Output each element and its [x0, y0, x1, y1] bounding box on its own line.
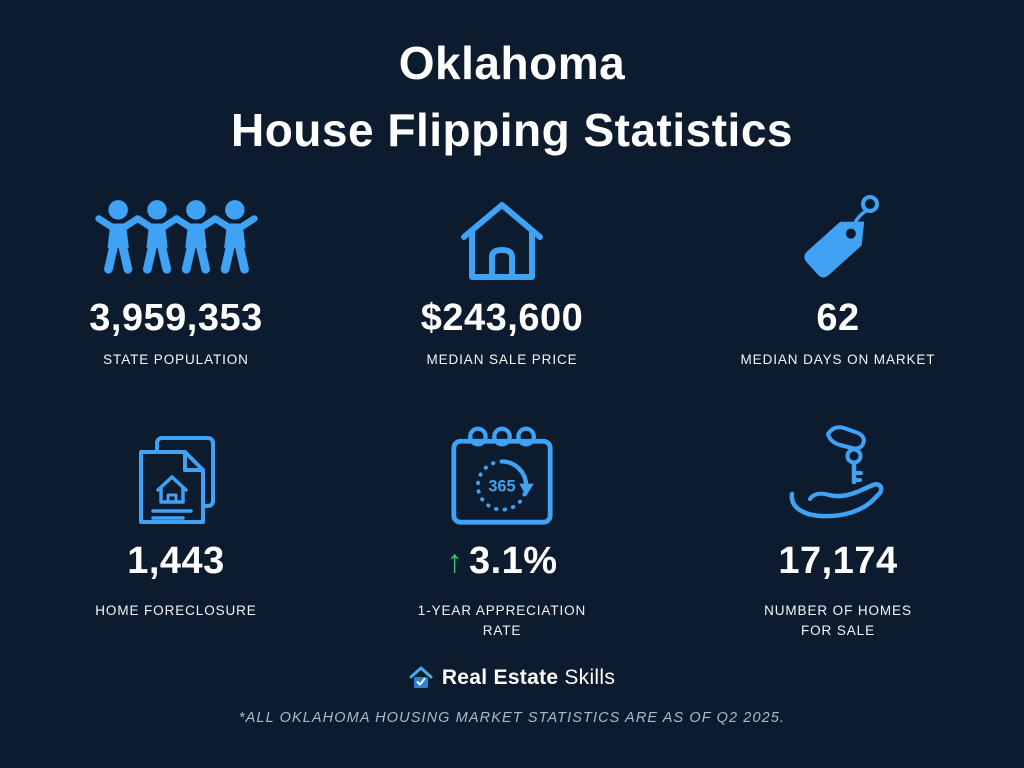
calendar-365-text: 365 [488, 477, 515, 495]
stat-card-home-foreclosure: 1,443 HOME FORECLOSURE [0, 412, 352, 640]
stat-card-appreciation-rate: 365 ↑ 3.1% 1-YEAR APPRECIATION RATE [352, 412, 652, 640]
stat-card-state-population: 3,959,353 STATE POPULATION [0, 173, 352, 370]
stat-label: MEDIAN DAYS ON MARKET [740, 352, 936, 368]
stat-label: MEDIAN SALE PRICE [426, 352, 578, 368]
disclaimer-text: *ALL OKLAHOMA HOUSING MARKET STATISTICS … [238, 710, 786, 727]
brand-name-primary: Real Estate [441, 666, 559, 690]
stat-card-median-sale-price: $243,600 MEDIAN SALE PRICE [352, 173, 652, 370]
price-tag-icon [804, 195, 879, 278]
real-estate-skills-logo-icon [409, 666, 433, 689]
stat-label: 1-YEAR APPRECIATION RATE [417, 602, 587, 638]
stat-card-homes-for-sale: 17,174 NUMBER OF HOMES FOR SALE [652, 412, 1024, 640]
stat-value: 3,959,353 [89, 297, 263, 340]
hand-holding-key-icon [789, 425, 884, 519]
stat-label: NUMBER OF HOMES FOR SALE [764, 602, 912, 638]
stat-value: 1,443 [127, 539, 225, 582]
title-line-2: House Flipping Statistics [230, 103, 793, 156]
stat-card-median-days-on-market: 62 MEDIAN DAYS ON MARKET [652, 173, 1024, 370]
stat-value: $243,600 [420, 297, 584, 340]
title-line-1: Oklahoma [398, 37, 626, 89]
calendar-365-icon: 365 [451, 426, 553, 525]
population-icon [89, 197, 264, 285]
stat-value: 62 [816, 297, 860, 340]
stat-label: STATE POPULATION [103, 352, 249, 368]
brand-name-secondary: Skills [564, 666, 616, 690]
up-arrow-icon: ↑ [446, 542, 463, 579]
stat-label: HOME FORECLOSURE [95, 602, 257, 618]
stat-value: ↑ 3.1% [446, 539, 558, 582]
footer-brand: Real Estate Skills [409, 666, 615, 690]
stat-value: 17,174 [778, 539, 898, 582]
page-title: Oklahoma House Flipping Statistics [231, 30, 793, 163]
house-icon [461, 202, 543, 281]
foreclosure-documents-icon [139, 435, 215, 524]
stats-grid: 3,959,353 STATE POPULATION $243,600 MEDI… [0, 173, 1024, 640]
